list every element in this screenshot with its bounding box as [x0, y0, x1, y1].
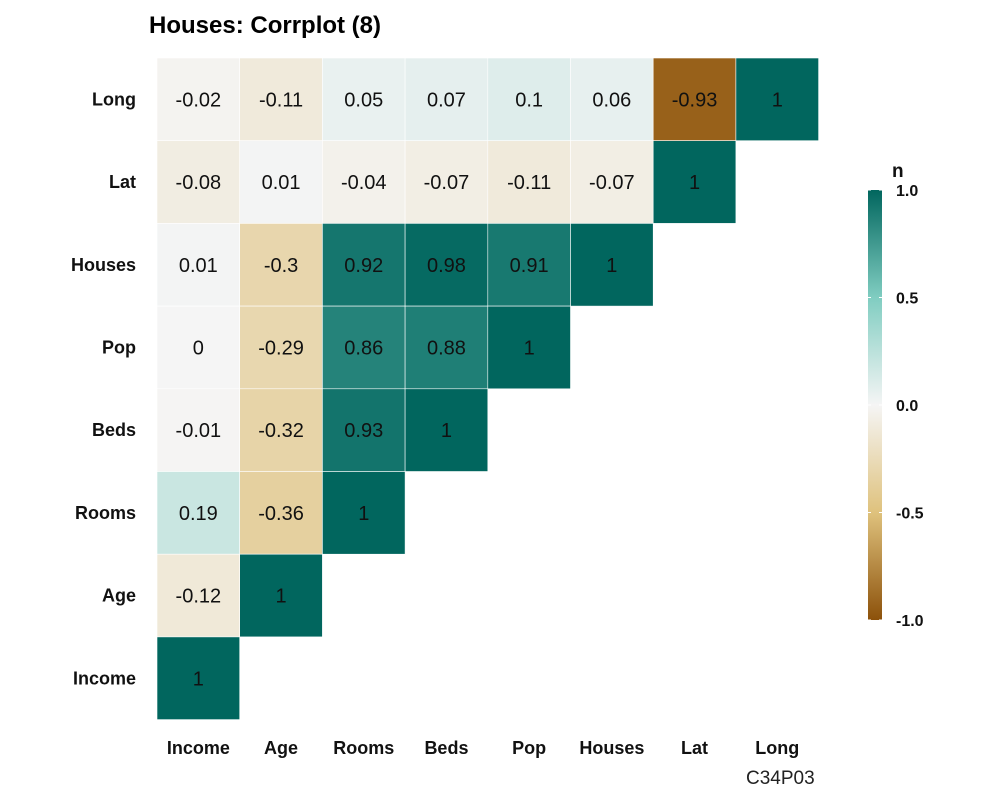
cell-label-long-lat: -0.93	[672, 89, 718, 111]
heatmap-cell-lat-beds	[404, 140, 489, 224]
heatmap-cell-long-income	[156, 57, 240, 141]
cell-label-pop-rooms: 0.86	[344, 337, 383, 359]
cell-label-houses-pop: 0.91	[510, 255, 549, 277]
caption: C34P03	[746, 768, 815, 789]
heatmap-cell-beds-rooms	[322, 388, 406, 472]
heatmap-cell-income-income	[156, 636, 240, 720]
cell-label-lat-beds: -0.07	[424, 172, 470, 194]
heatmap-cell-houses-houses	[570, 223, 654, 307]
col-label-pop: Pop	[512, 738, 546, 758]
heatmap-cell-houses-rooms	[322, 223, 406, 307]
cell-label-long-houses: 0.06	[592, 89, 631, 111]
heatmap-cell-houses-age	[239, 223, 323, 307]
legend-title: n	[892, 161, 904, 182]
cell-label-rooms-age: -0.36	[258, 503, 304, 525]
cell-label-age-income: -0.12	[176, 586, 222, 608]
row-label-long: Long	[92, 89, 136, 109]
col-label-income: Income	[167, 738, 230, 758]
row-label-houses: Houses	[71, 255, 136, 275]
cell-label-houses-rooms: 0.92	[344, 255, 383, 277]
cell-label-beds-rooms: 0.93	[344, 420, 383, 442]
col-label-age: Age	[264, 738, 298, 758]
row-label-beds: Beds	[92, 420, 136, 440]
row-label-rooms: Rooms	[75, 503, 136, 523]
row-label-age: Age	[102, 586, 136, 606]
heatmap-cell-age-age	[239, 553, 323, 638]
cell-label-beds-beds: 1	[441, 420, 452, 442]
cell-label-long-long: 1	[772, 89, 783, 111]
cell-label-pop-age: -0.29	[258, 337, 304, 359]
cell-label-lat-age: 0.01	[262, 172, 301, 194]
cell-label-beds-age: -0.32	[258, 420, 304, 442]
legend-colorbar	[868, 190, 882, 620]
heatmap-cell-houses-income	[156, 223, 240, 307]
cell-label-long-income: -0.02	[176, 89, 222, 111]
cell-label-income-income: 1	[193, 668, 204, 690]
col-label-houses: Houses	[579, 738, 644, 758]
cell-label-long-beds: 0.07	[427, 89, 466, 111]
row-label-income: Income	[73, 668, 136, 688]
cell-label-pop-income: 0	[193, 337, 204, 359]
cell-label-long-age: -0.11	[259, 89, 303, 111]
heatmap-cell-rooms-income	[156, 471, 240, 555]
row-label-lat: Lat	[109, 172, 136, 192]
heatmap-cell-lat-income	[156, 140, 240, 224]
cell-label-lat-pop: -0.11	[507, 172, 551, 194]
col-label-long: Long	[755, 738, 799, 758]
legend-tick-label: -1.0	[896, 613, 924, 630]
cell-label-age-age: 1	[275, 586, 286, 608]
cell-label-beds-income: -0.01	[176, 420, 222, 442]
heatmap-cell-long-long	[735, 57, 819, 141]
legend-tick-label: 1.0	[896, 183, 918, 200]
col-label-lat: Lat	[681, 738, 708, 758]
cell-label-pop-beds: 0.88	[427, 337, 466, 359]
heatmap-cell-long-beds	[404, 57, 489, 141]
cell-label-lat-lat: 1	[689, 172, 700, 194]
legend-tick-label: 0.5	[896, 291, 918, 308]
row-label-pop: Pop	[102, 337, 136, 357]
heatmap-cell-age-income	[156, 553, 240, 638]
legend-tick-label: 0.0	[896, 398, 918, 415]
legend-tick-label: -0.5	[896, 506, 924, 523]
chart-title: Houses: Corrplot (8)	[149, 12, 382, 39]
heatmap-cell-lat-pop	[487, 140, 571, 224]
cell-label-rooms-rooms: 1	[358, 503, 369, 525]
cell-label-pop-pop: 1	[524, 337, 535, 359]
cell-label-houses-age: -0.3	[264, 255, 298, 277]
heatmap-cell-long-age	[239, 57, 323, 141]
cell-label-lat-income: -0.08	[176, 172, 222, 194]
heatmap-cell-houses-pop	[487, 223, 571, 307]
cell-label-lat-houses: -0.07	[589, 172, 635, 194]
col-label-rooms: Rooms	[333, 738, 394, 758]
heatmap-cell-long-rooms	[322, 57, 406, 141]
heatmap-cell-lat-houses	[570, 140, 654, 224]
heatmap-cell-beds-beds	[404, 388, 489, 472]
heatmap-cell-long-lat	[652, 57, 737, 141]
heatmap-cell-pop-income	[156, 305, 240, 390]
cell-label-houses-houses: 1	[606, 255, 617, 277]
cell-label-long-rooms: 0.05	[344, 89, 383, 111]
heatmap-cell-pop-beds	[404, 305, 489, 390]
cell-label-long-pop: 0.1	[515, 89, 543, 111]
heatmap-cell-pop-age	[239, 305, 323, 390]
heatmap-cell-pop-rooms	[322, 305, 406, 390]
cell-label-lat-rooms: -0.04	[341, 172, 387, 194]
cell-label-houses-beds: 0.98	[427, 255, 466, 277]
heatmap-cell-pop-pop	[487, 305, 571, 390]
cell-label-houses-income: 0.01	[179, 255, 218, 277]
heatmap-cell-houses-beds	[404, 223, 489, 307]
heatmap-cell-lat-lat	[652, 140, 737, 224]
heatmap-cell-lat-age	[239, 140, 323, 224]
col-label-beds: Beds	[424, 738, 468, 758]
cell-label-rooms-income: 0.19	[179, 503, 218, 525]
heatmap-cell-rooms-rooms	[322, 471, 406, 555]
